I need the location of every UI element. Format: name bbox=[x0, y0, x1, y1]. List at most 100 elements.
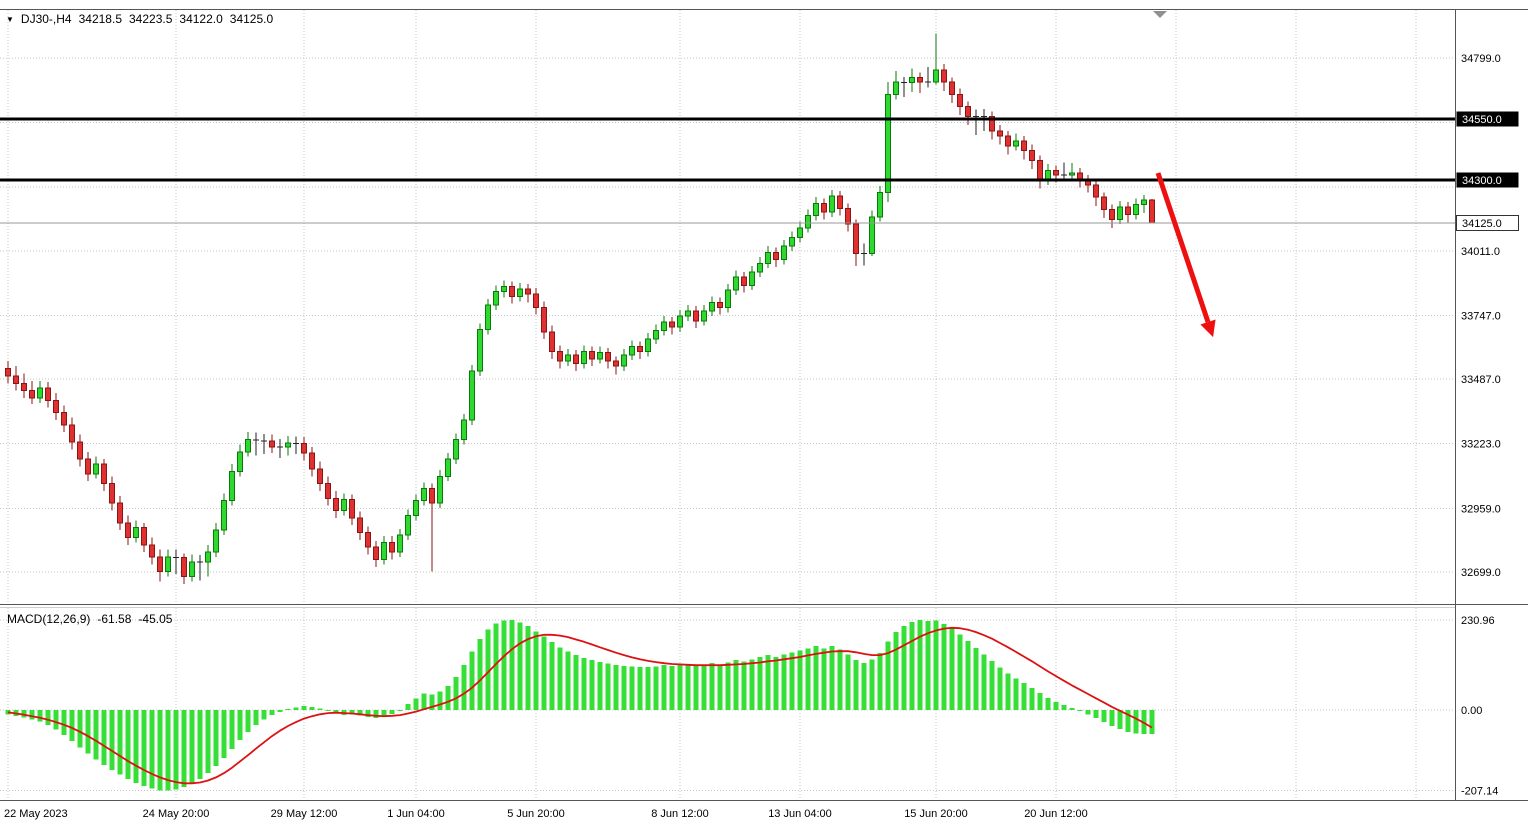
macd-histogram-bar bbox=[1037, 693, 1043, 710]
macd-histogram-bar bbox=[509, 619, 515, 710]
macd-histogram-bar bbox=[693, 665, 699, 710]
candle-body-up bbox=[1117, 206, 1123, 220]
macd-histogram-bar bbox=[829, 646, 835, 710]
candle-body-down bbox=[45, 387, 51, 401]
candle-body-up bbox=[621, 354, 627, 367]
macd-main-value: -61.58 bbox=[97, 612, 132, 626]
ohlc-open: 34218.5 bbox=[78, 12, 122, 26]
macd-histogram-bar bbox=[709, 663, 715, 710]
macd-histogram-bar bbox=[397, 710, 403, 711]
macd-histogram-bar bbox=[141, 710, 147, 786]
macd-histogram-bar bbox=[845, 654, 851, 710]
macd-histogram-bar bbox=[1045, 697, 1051, 710]
candle-body-up bbox=[661, 321, 667, 332]
hline-price-tag[interactable] bbox=[1456, 172, 1519, 188]
macd-histogram-bar bbox=[77, 710, 83, 748]
macd-histogram-bar bbox=[645, 667, 651, 710]
time-axis-label: 13 Jun 04:00 bbox=[768, 808, 832, 820]
macd-histogram-bar bbox=[261, 710, 267, 720]
macd-histogram-bar bbox=[989, 660, 995, 710]
candle-body-down bbox=[53, 399, 59, 414]
time-axis-area[interactable] bbox=[0, 801, 1455, 825]
candle-body-up bbox=[645, 338, 651, 352]
candle-body-down bbox=[101, 463, 107, 485]
candle-body-down bbox=[69, 424, 75, 443]
macd-histogram-bar bbox=[437, 691, 443, 710]
macd-histogram-bar bbox=[717, 664, 723, 710]
macd-histogram-bar bbox=[701, 664, 707, 710]
chart-shift-marker[interactable] bbox=[1153, 11, 1167, 18]
trend-arrow-shaft[interactable] bbox=[1155, 172, 1211, 323]
macd-histogram-bar bbox=[365, 710, 371, 718]
candle-body-up bbox=[877, 191, 883, 218]
candle-body-down bbox=[941, 69, 947, 83]
macd-histogram-bar bbox=[861, 663, 867, 710]
macd-histogram-bar bbox=[1013, 678, 1019, 710]
macd-histogram-bar bbox=[789, 652, 795, 710]
macd-axis-label: 230.96 bbox=[1461, 615, 1495, 627]
candle-body-up bbox=[1141, 199, 1147, 206]
candle-body-up bbox=[517, 288, 523, 297]
macd-histogram-bar bbox=[93, 710, 99, 760]
macd-histogram-bar bbox=[1133, 710, 1139, 734]
symbol-dropdown-icon[interactable]: ▼ bbox=[6, 15, 14, 24]
macd-histogram-bar bbox=[589, 660, 595, 710]
macd-histogram-bar bbox=[853, 660, 859, 710]
candle-body-down bbox=[509, 286, 515, 297]
macd-histogram-bar bbox=[725, 662, 731, 710]
candle-body-up bbox=[885, 93, 891, 193]
candle-body-up bbox=[285, 442, 291, 448]
hline-price-tag[interactable] bbox=[1456, 111, 1519, 127]
macd-histogram-bar bbox=[653, 666, 659, 710]
macd-histogram-bar bbox=[21, 710, 27, 718]
macd-histogram-bar bbox=[685, 664, 691, 710]
macd-histogram-bar bbox=[45, 710, 51, 725]
macd-histogram-bar bbox=[333, 710, 339, 714]
macd-histogram-bar bbox=[485, 629, 491, 710]
candle-body-down bbox=[845, 207, 851, 225]
macd-histogram-bar bbox=[197, 710, 203, 779]
candle-body-up bbox=[1013, 140, 1019, 147]
symbol-info-bar: ▼ DJ30-,H4 34218.5 34223.5 34122.0 34125… bbox=[6, 12, 273, 26]
macd-histogram-bar bbox=[221, 710, 227, 758]
macd-histogram-bar bbox=[1077, 710, 1083, 712]
macd-histogram-bar bbox=[677, 664, 683, 710]
candle-body-down bbox=[549, 331, 555, 352]
trend-arrow-head[interactable] bbox=[1200, 319, 1216, 338]
candle-body-up bbox=[245, 439, 251, 453]
hline-price-tag-label: 34550.0 bbox=[1462, 114, 1502, 126]
candle-body-up bbox=[733, 276, 739, 291]
candle-body-down bbox=[29, 390, 35, 399]
candle-body-up bbox=[453, 439, 459, 460]
candle-body-down bbox=[541, 306, 547, 333]
candle-body-down bbox=[533, 293, 539, 308]
price-axis-area[interactable] bbox=[1456, 10, 1528, 800]
macd-histogram-bar bbox=[205, 710, 211, 774]
macd-histogram-bar bbox=[541, 636, 547, 710]
candle-body-down bbox=[949, 81, 955, 95]
macd-histogram-bar bbox=[1109, 710, 1115, 726]
candle-body-down bbox=[1029, 150, 1035, 162]
macd-histogram-bar bbox=[117, 710, 123, 775]
candle-body-up bbox=[341, 499, 347, 512]
candle-body-down bbox=[349, 499, 355, 519]
candle-body-down bbox=[333, 497, 339, 512]
candle-body-up bbox=[477, 328, 483, 372]
candle-body-up bbox=[133, 527, 139, 538]
candle-body-down bbox=[669, 321, 675, 328]
candle-body-down bbox=[1125, 206, 1131, 215]
macd-histogram-bar bbox=[61, 710, 67, 735]
candle-body-down bbox=[741, 276, 747, 286]
macd-histogram-bar bbox=[797, 650, 803, 710]
candle-body-up bbox=[581, 350, 587, 365]
candle-body-down bbox=[373, 546, 379, 560]
macd-histogram-bar bbox=[1005, 673, 1011, 710]
candle-body-up bbox=[501, 286, 507, 292]
candle-body-down bbox=[21, 382, 27, 392]
macd-histogram-bar bbox=[373, 710, 379, 719]
macd-histogram-bar bbox=[245, 710, 251, 732]
time-axis-label: 24 May 20:00 bbox=[143, 808, 210, 820]
macd-histogram-bar bbox=[917, 619, 923, 710]
macd-histogram-bar bbox=[29, 710, 35, 720]
